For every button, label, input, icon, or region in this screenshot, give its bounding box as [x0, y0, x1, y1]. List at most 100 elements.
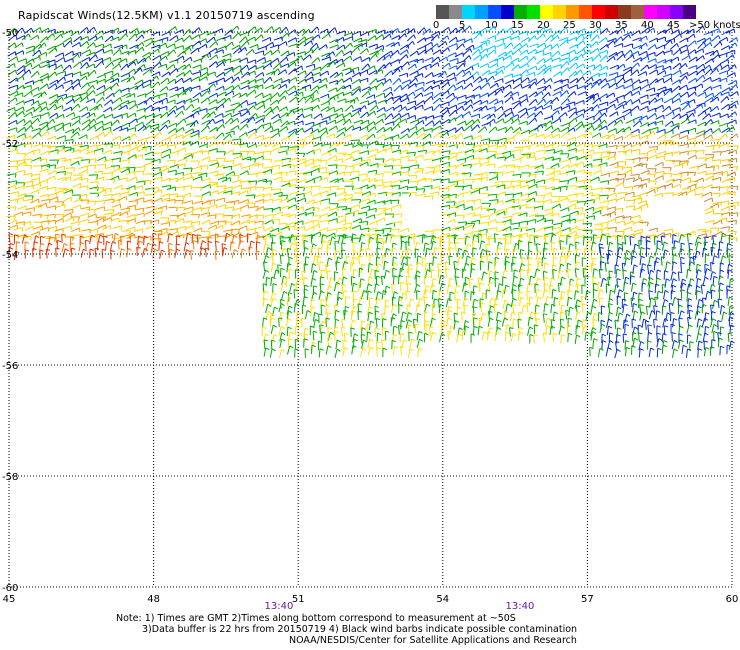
wind-barb	[590, 34, 600, 42]
wind-barb	[295, 152, 306, 158]
wind-barb	[358, 173, 368, 178]
wind-barb	[319, 212, 329, 218]
wind-barb	[447, 117, 457, 124]
wind-barb	[671, 261, 678, 271]
wind-barb	[87, 69, 97, 77]
wind-barb	[551, 157, 561, 163]
wind-barb	[278, 222, 288, 228]
wind-barb	[319, 70, 330, 77]
wind-barb	[582, 49, 592, 57]
wind-barb	[175, 110, 185, 118]
wind-barb	[705, 220, 715, 225]
wind-barb	[505, 62, 515, 69]
wind-barb	[262, 62, 272, 70]
wind-barb	[493, 303, 499, 314]
wind-barb	[150, 48, 160, 55]
wind-barb	[623, 78, 633, 84]
wind-barb	[62, 196, 73, 203]
wind-barb	[270, 297, 277, 308]
wind-barb	[695, 63, 706, 70]
wind-barb	[494, 69, 504, 77]
wind-barb	[646, 173, 656, 179]
wind-barb	[567, 332, 573, 343]
wind-barb	[686, 127, 697, 133]
wind-barb	[662, 105, 672, 113]
wind-barb	[702, 332, 709, 342]
wind-barb	[239, 64, 249, 72]
wind-barb	[511, 211, 522, 217]
wind-barb	[134, 185, 144, 190]
wind-barb	[719, 200, 730, 205]
wind-barb	[647, 264, 652, 275]
wind-barb	[526, 281, 533, 292]
wind-barb	[479, 282, 484, 292]
wind-barb	[592, 338, 598, 348]
wind-barb	[39, 249, 44, 260]
wind-barb	[550, 35, 560, 42]
wind-barb	[101, 225, 112, 230]
wind-barb	[86, 90, 96, 98]
wind-barb	[486, 106, 496, 111]
wind-barb	[257, 45, 267, 51]
wind-barb	[575, 33, 585, 41]
wind-barb	[576, 48, 586, 55]
wind-barb	[193, 176, 203, 181]
wind-barb	[118, 44, 128, 50]
wind-barb	[704, 236, 709, 246]
wind-barb	[576, 319, 583, 329]
wind-barb	[648, 97, 658, 105]
wind-barb	[336, 127, 347, 133]
wind-barb	[669, 43, 679, 50]
wind-barb	[254, 34, 264, 42]
wind-barb	[561, 105, 571, 110]
wind-barb	[279, 348, 286, 359]
wind-barb	[151, 243, 157, 253]
colorbar-swatch	[540, 5, 553, 19]
wind-barb	[728, 42, 738, 50]
wind-barb	[367, 346, 374, 356]
wind-barb	[584, 143, 594, 148]
wind-barb	[208, 203, 218, 209]
wind-barb	[582, 31, 592, 37]
wind-barb	[630, 282, 637, 292]
wind-barb	[670, 125, 680, 132]
wind-barb	[223, 190, 233, 195]
wind-barb	[567, 91, 577, 98]
wind-barb	[534, 268, 541, 278]
wind-barb	[622, 333, 628, 343]
time-labels: 13:40 13:40	[265, 601, 535, 612]
wind-barb	[337, 98, 347, 103]
wind-barb	[367, 126, 377, 133]
wind-barb	[472, 325, 478, 336]
wind-barb	[671, 332, 676, 342]
wind-barb	[502, 219, 512, 224]
wind-barb	[350, 276, 356, 286]
wind-barb	[390, 144, 400, 150]
wind-barb	[359, 31, 370, 37]
wind-barb	[334, 113, 344, 119]
wind-barb	[696, 25, 706, 33]
wind-barb	[254, 92, 264, 99]
wind-barb	[681, 187, 692, 192]
wind-barb	[575, 325, 581, 335]
wind-barb	[696, 332, 702, 343]
wind-barb	[41, 198, 51, 204]
wind-barb	[321, 116, 331, 121]
wind-barb	[728, 340, 735, 350]
wind-barb	[369, 254, 374, 265]
wind-barb	[183, 241, 190, 252]
wind-barb	[494, 78, 504, 83]
wind-barb	[269, 99, 280, 106]
wind-barb	[694, 177, 704, 183]
wind-barb	[161, 148, 171, 154]
wind-barb	[111, 203, 121, 209]
wind-barb	[88, 174, 99, 179]
wind-barb	[729, 91, 739, 97]
wind-barb	[561, 67, 570, 75]
wind-barb	[496, 156, 507, 162]
wind-barb	[15, 84, 25, 91]
wind-barb	[182, 86, 192, 92]
wind-barb	[703, 42, 713, 49]
wind-barb	[70, 216, 81, 221]
